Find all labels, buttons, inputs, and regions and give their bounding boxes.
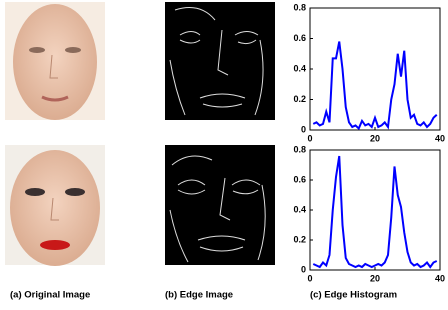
original-image-top xyxy=(5,2,105,120)
y-tick-label: 0.2 xyxy=(293,94,306,104)
x-tick-label: 20 xyxy=(370,273,380,283)
edge-image-bottom xyxy=(165,145,275,265)
y-tick-label: 0 xyxy=(301,264,306,274)
caption: (a) Original Image xyxy=(10,290,90,301)
y-tick-label: 0.2 xyxy=(293,234,306,244)
x-tick-label: 20 xyxy=(370,133,380,143)
edge-image-top xyxy=(165,2,275,120)
y-tick-label: 0.6 xyxy=(293,174,306,184)
x-tick-label: 0 xyxy=(307,273,312,283)
y-tick-label: 0.6 xyxy=(293,33,306,43)
page: {"captions": ["(a) Original Image", "(b)… xyxy=(0,0,448,310)
x-tick-label: 40 xyxy=(435,133,445,143)
original-image-bottom xyxy=(5,145,105,266)
figure: (a) Original Image (b) Edge Image (c) Ed… xyxy=(0,0,448,310)
caption: (c) Edge Histogram xyxy=(310,290,397,301)
caption: (b) Edge Image xyxy=(165,290,233,301)
y-tick-label: 0.8 xyxy=(293,144,306,154)
y-tick-label: 0 xyxy=(301,124,306,134)
y-tick-label: 0.8 xyxy=(293,2,306,12)
x-tick-label: 0 xyxy=(307,133,312,143)
x-tick-label: 40 xyxy=(435,273,445,283)
y-tick-label: 0.4 xyxy=(293,204,306,214)
y-tick-label: 0.4 xyxy=(293,63,306,73)
